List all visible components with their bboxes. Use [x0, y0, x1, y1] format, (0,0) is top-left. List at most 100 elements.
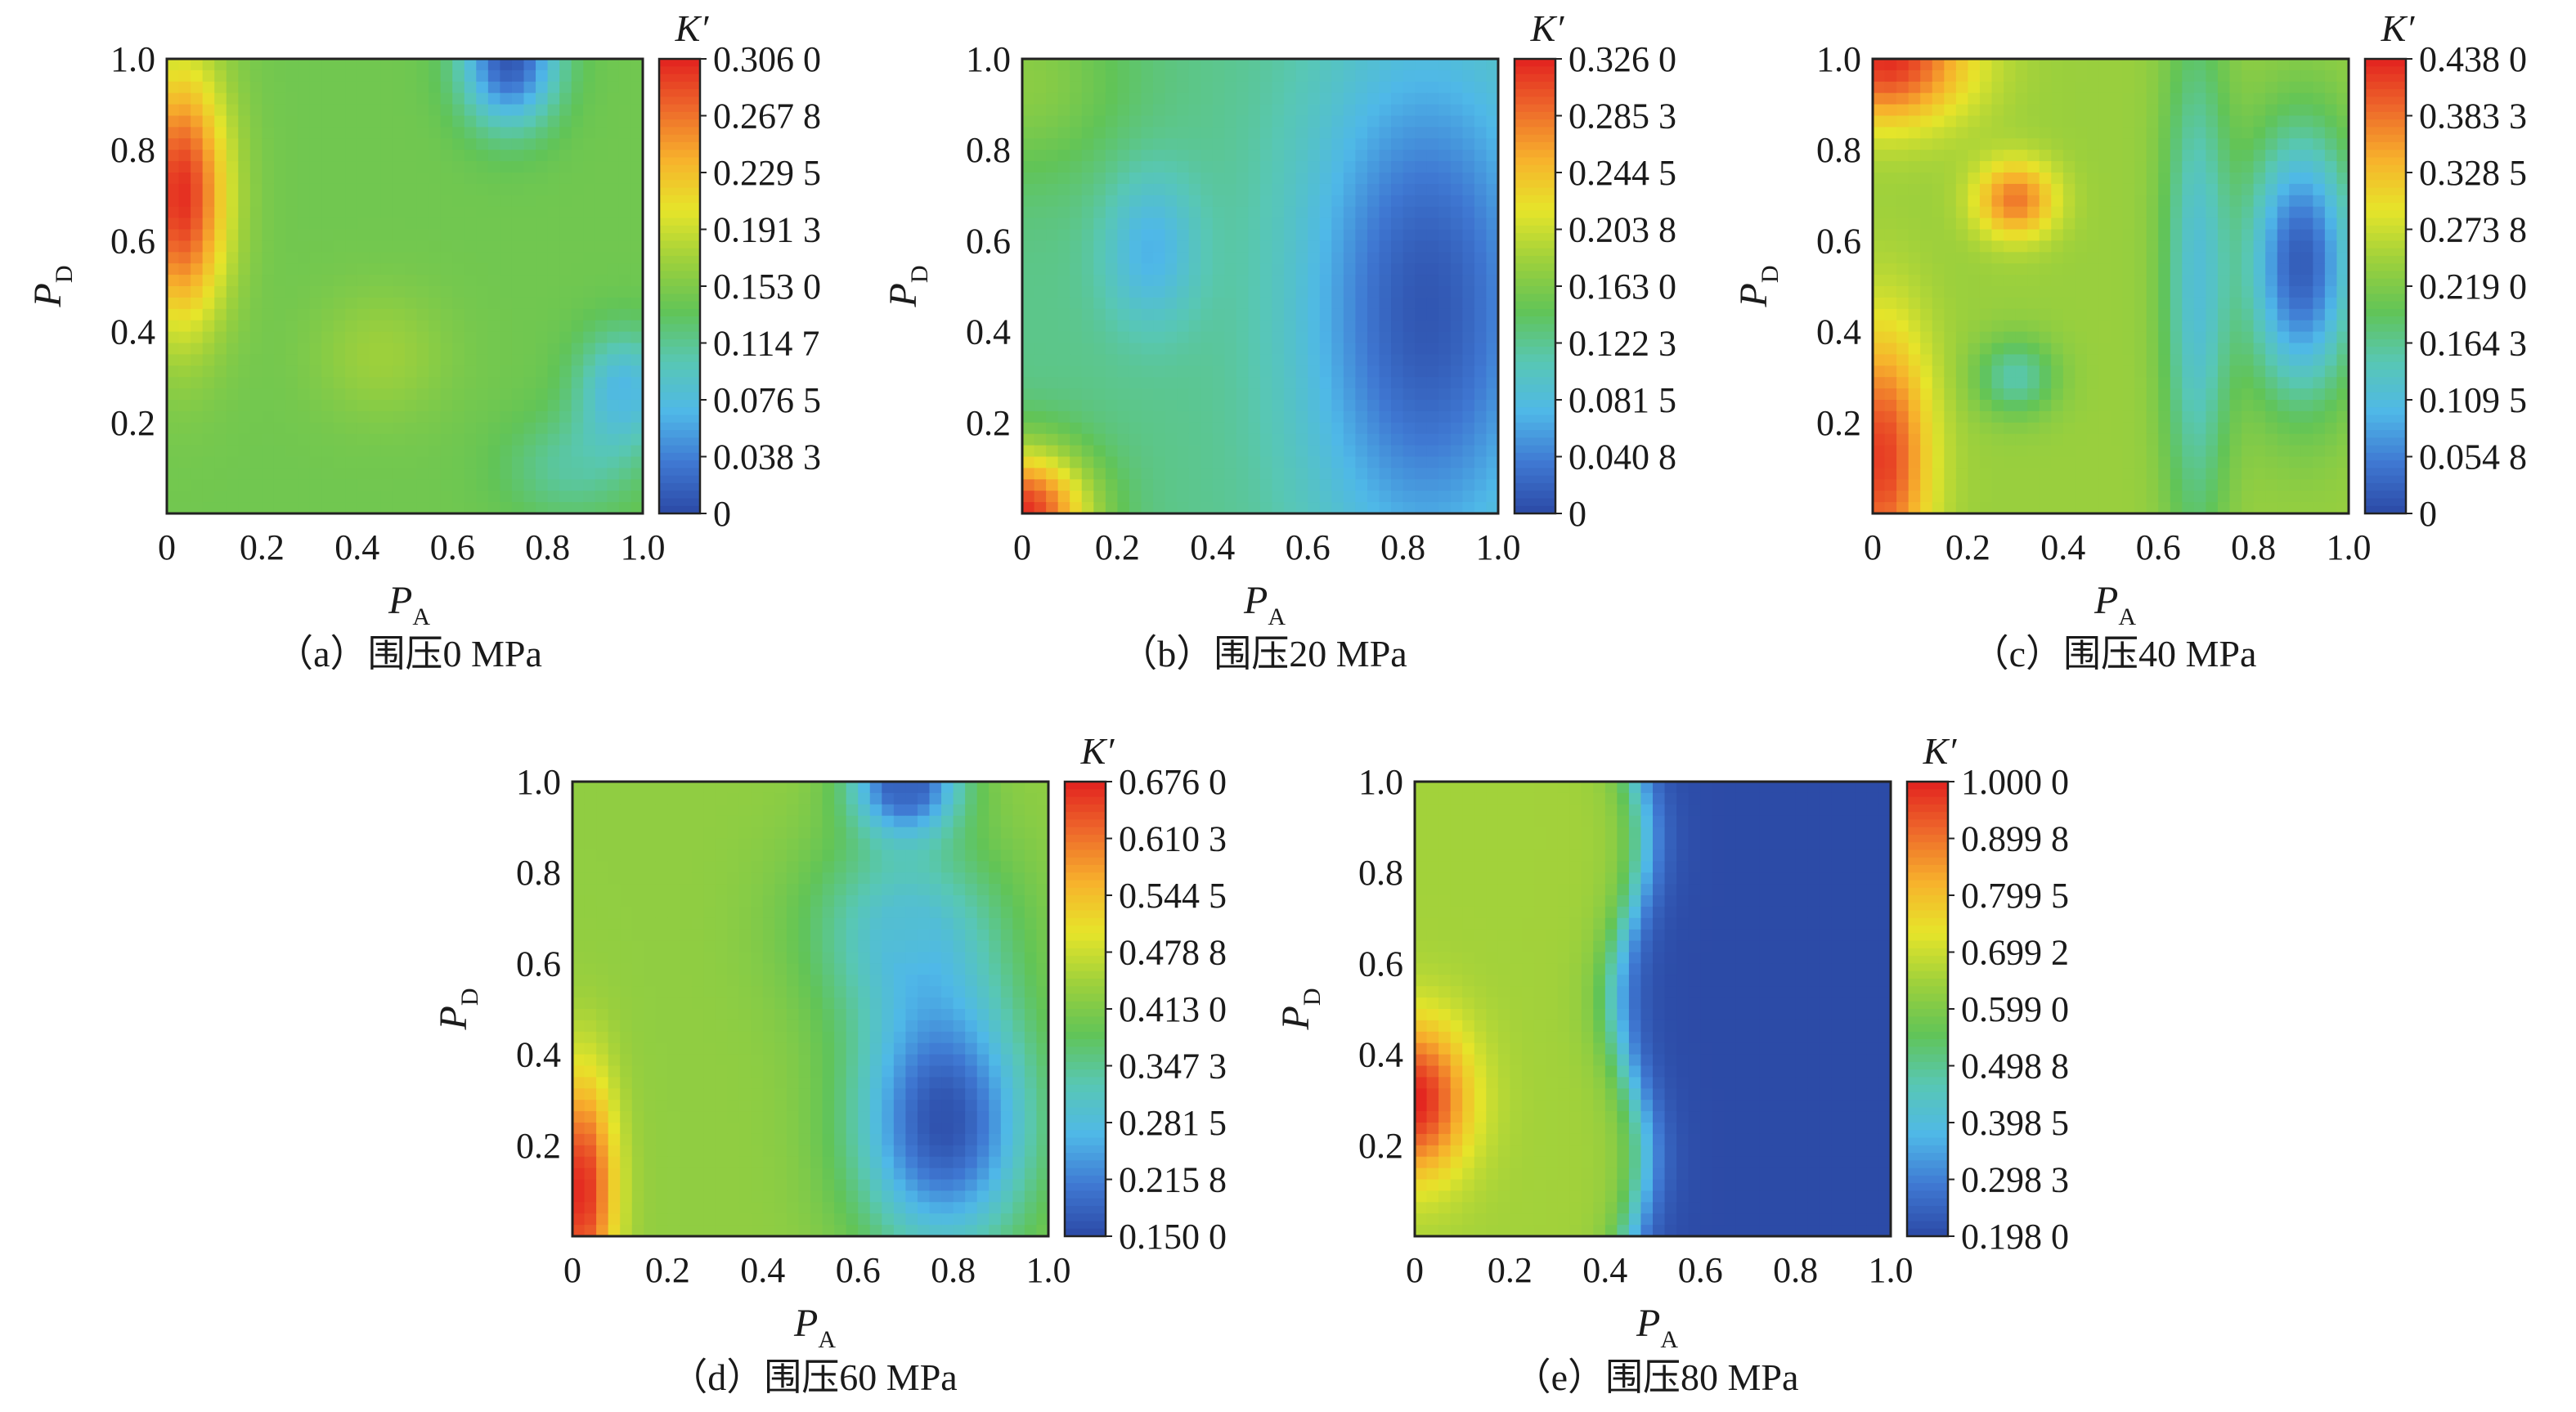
heatmap-cell: [416, 161, 429, 173]
heatmap-cell: [1391, 115, 1404, 128]
heatmap-cell: [2206, 217, 2219, 231]
heatmap-cell: [1105, 104, 1118, 117]
heatmap-cell: [1920, 252, 1933, 264]
heatmap-cell: [238, 127, 251, 139]
heatmap-cell: [285, 502, 298, 514]
heatmap-cell: [571, 81, 584, 94]
heatmap-cell: [1379, 445, 1392, 458]
heatmap-cell: [607, 69, 620, 83]
heatmap-cell: [2086, 263, 2100, 276]
heatmap-cell: [452, 263, 465, 276]
heatmap-cell: [1462, 127, 1475, 139]
heatmap-cell: [2086, 400, 2100, 412]
heatmap-cell: [476, 320, 489, 333]
heatmap-cell: [618, 183, 632, 196]
heatmap-cell: [178, 183, 191, 196]
heatmap-cell: [559, 354, 572, 366]
heatmap-cell: [2182, 445, 2195, 458]
heatmap-cell: [405, 297, 418, 310]
heatmap-cell: [547, 502, 560, 514]
heatmap-cell: [2265, 388, 2278, 401]
heatmap-cell: [2158, 138, 2171, 150]
heatmap-cell: [2300, 240, 2313, 253]
heatmap-cell: [357, 410, 370, 424]
heatmap-cell: [405, 92, 418, 105]
heatmap-cell: [1022, 297, 1035, 310]
colorbar-segment: [1515, 278, 1555, 287]
heatmap-cell: [2158, 161, 2171, 173]
heatmap-cell: [1022, 206, 1035, 219]
heatmap-cell: [429, 229, 442, 241]
heatmap-cell: [1224, 354, 1237, 366]
heatmap-cell: [249, 161, 263, 173]
heatmap-cell: [416, 365, 429, 378]
heatmap-cell: [1105, 343, 1118, 355]
heatmap-cell: [285, 92, 298, 105]
heatmap-cell: [2146, 252, 2159, 264]
heatmap-cell: [2086, 69, 2100, 83]
heatmap-cell: [1236, 343, 1250, 355]
heatmap-cell: [1034, 217, 1047, 231]
heatmap-cell: [1955, 286, 1968, 298]
heatmap-cell: [1944, 388, 1957, 401]
heatmap-cell: [2039, 410, 2052, 424]
heatmap-cell: [1486, 206, 1499, 219]
heatmap-cell: [2027, 308, 2040, 321]
heatmap-cell: [1462, 115, 1475, 128]
heatmap-cell: [1295, 69, 1308, 83]
heatmap-cell: [178, 297, 191, 310]
heatmap-cell: [262, 81, 275, 94]
heatmap-cell: [1979, 422, 1993, 435]
heatmap-cell: [2075, 377, 2088, 389]
heatmap-cell: [1884, 92, 1897, 105]
heatmap-cell: [380, 468, 394, 480]
heatmap-cell: [1920, 320, 1933, 333]
heatmap-cell: [1295, 331, 1308, 344]
heatmap-cell: [393, 491, 406, 503]
heatmap-cell: [1968, 468, 1981, 480]
heatmap-cell: [1944, 81, 1957, 94]
heatmap-cell: [1188, 365, 1201, 378]
heatmap-cell: [1402, 173, 1416, 185]
heatmap-cell: [369, 252, 382, 264]
heatmap-cell: [2134, 377, 2147, 389]
heatmap-cell: [1367, 104, 1380, 117]
heatmap-cell: [2062, 422, 2076, 435]
heatmap-cell: [1379, 59, 1392, 71]
heatmap-cell: [333, 59, 346, 71]
x-axis-label: PA: [1243, 579, 1286, 630]
heatmap-cell: [2134, 400, 2147, 412]
heatmap-cell: [1105, 388, 1118, 401]
heatmap-cell: [464, 161, 477, 173]
heatmap-cell: [536, 217, 549, 231]
heatmap-cell: [2253, 354, 2266, 366]
heatmap-cell: [1272, 445, 1285, 458]
colorbar-segment: [659, 157, 700, 166]
heatmap-cell: [1308, 491, 1321, 503]
heatmap-cell: [1944, 410, 1957, 424]
heatmap-cell: [2229, 240, 2242, 253]
heatmap-cell: [357, 183, 370, 196]
heatmap-cell: [2324, 240, 2338, 253]
heatmap-cell: [2336, 161, 2349, 173]
heatmap-cell: [2158, 150, 2171, 162]
heatmap-cell: [1379, 217, 1392, 231]
heatmap-cell: [1308, 92, 1321, 105]
heatmap-cell: [1319, 252, 1332, 264]
heatmap-cell: [1462, 217, 1475, 231]
heatmap-cell: [405, 217, 418, 231]
heatmap-cell: [333, 69, 346, 83]
heatmap-cell: [2134, 343, 2147, 355]
heatmap-cell: [1402, 183, 1416, 196]
heatmap-cell: [571, 491, 584, 503]
heatmap-cell: [2098, 400, 2112, 412]
heatmap-cell: [2170, 81, 2183, 94]
heatmap-cell: [1450, 173, 1463, 185]
heatmap-cell: [1391, 217, 1404, 231]
heatmap-cell: [429, 502, 442, 514]
heatmap-cell: [1129, 502, 1142, 514]
heatmap-cell: [2062, 491, 2076, 503]
heatmap-cell: [1129, 433, 1142, 446]
heatmap-cell: [452, 331, 465, 344]
heatmap-cell: [1319, 161, 1332, 173]
